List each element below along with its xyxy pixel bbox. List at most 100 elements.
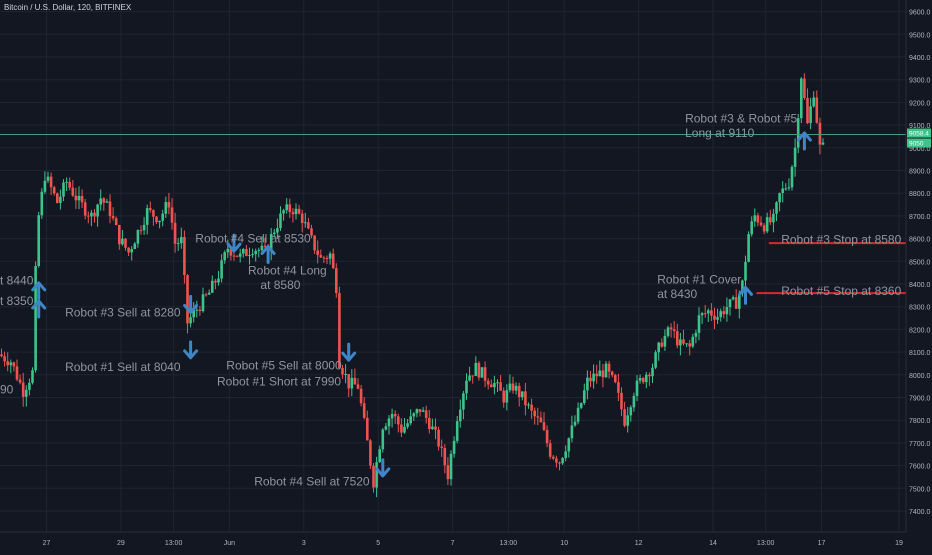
candle-body <box>369 440 372 466</box>
candle-body <box>539 417 543 423</box>
candle-body <box>9 362 13 366</box>
candle-body <box>592 373 595 382</box>
candle-body <box>604 363 608 378</box>
candle-body <box>198 309 202 312</box>
candle-body <box>595 373 598 377</box>
time-axis <box>0 532 932 550</box>
candle-body <box>285 204 288 211</box>
candle-body <box>415 409 419 414</box>
candle-body <box>601 370 605 378</box>
y-tick-label: 7700.0 <box>909 441 931 448</box>
candle-body <box>105 201 109 203</box>
candle-body <box>114 218 118 226</box>
candle-body <box>632 395 636 408</box>
candle-body <box>170 207 174 223</box>
candle-body <box>279 213 282 229</box>
y-tick-label: 7800.0 <box>909 418 931 425</box>
candle-body <box>548 443 552 457</box>
candle-body <box>790 166 794 188</box>
candle-body <box>127 247 130 253</box>
candle-body <box>586 377 589 391</box>
candle-body <box>524 391 527 406</box>
candle-body <box>313 235 316 251</box>
candle-body <box>310 228 313 236</box>
y-tick-label: 7600.0 <box>909 464 931 471</box>
candle-body <box>316 250 319 256</box>
candle-body <box>610 371 614 376</box>
y-tick-label: 8200.0 <box>909 327 931 334</box>
candle-body <box>669 327 673 330</box>
candle-body <box>700 313 704 316</box>
candle-body <box>176 243 180 245</box>
candle-body <box>18 379 22 383</box>
candle-body <box>424 410 428 418</box>
candle-body <box>660 342 664 347</box>
arrow-down-icon <box>183 340 199 360</box>
x-tick-label: 13:00 <box>500 540 518 547</box>
candle-body <box>806 98 809 124</box>
x-tick-label: 12 <box>635 540 643 547</box>
annotation-text: Robot #1 Short at 7990 <box>217 375 341 389</box>
candle-body <box>183 236 186 276</box>
y-tick-label: 8100.0 <box>909 350 931 357</box>
candle-body <box>691 336 695 347</box>
y-tick-label: 9600.0 <box>909 10 931 17</box>
candle-body <box>139 230 143 232</box>
candle-body <box>765 217 769 232</box>
candle-body <box>607 363 611 372</box>
candle-body <box>155 216 158 223</box>
candle-body <box>412 413 416 417</box>
y-tick-label: 9200.0 <box>909 100 931 107</box>
x-tick-label: 29 <box>117 540 125 547</box>
candle-body <box>651 367 654 377</box>
candle-body <box>245 249 248 256</box>
annotation-text: Robot #3 Sell at 8280 <box>65 305 181 319</box>
candle-body <box>486 380 490 385</box>
candle-body <box>474 362 478 377</box>
candle-body <box>449 453 453 480</box>
y-tick-label: 7400.0 <box>909 509 931 516</box>
candle-body <box>614 375 617 383</box>
candle-body <box>322 257 326 259</box>
candle-body <box>552 456 555 459</box>
y-tick-label: 9300.0 <box>909 78 931 85</box>
candle-body <box>111 216 115 219</box>
candle-body <box>409 416 412 424</box>
price-tag-label: 9058.4 <box>909 131 929 138</box>
y-tick-label: 7900.0 <box>909 396 931 403</box>
candle-body <box>136 230 140 244</box>
candle-body <box>542 422 546 430</box>
candle-body <box>393 413 397 417</box>
candle-body <box>579 403 583 408</box>
annotation-text: Robot #5 Sell at 8000 <box>226 359 342 373</box>
candle-body <box>561 457 564 464</box>
candle-body <box>145 208 149 225</box>
candle-body <box>238 253 242 257</box>
overlay-layer: t 8440 t 8350 90 Robot #3 Sell at 8280 Robot… <box>0 111 906 488</box>
candle-body <box>440 446 443 448</box>
chart-title: Bitcoin / U.S. Dollar, 120, BITFINEX <box>4 3 132 12</box>
candle-body <box>235 255 239 257</box>
candle-body <box>52 187 56 194</box>
candle-body <box>803 78 806 99</box>
candle-body <box>511 383 515 391</box>
candle-body <box>251 254 254 256</box>
candle-body <box>741 280 744 294</box>
candle-body <box>93 212 96 217</box>
candle-body <box>180 236 183 244</box>
candle-body <box>459 409 462 422</box>
annotation-text: 90 <box>0 383 14 397</box>
candle-body <box>232 255 236 257</box>
candle-body <box>428 417 431 430</box>
candle-body <box>666 327 670 336</box>
candle-body <box>437 429 440 447</box>
candle-body <box>400 424 403 433</box>
annotation-text: Robot #4 Sell at 8530 <box>195 232 311 246</box>
candle-body <box>707 310 710 314</box>
candle-body <box>124 238 127 248</box>
candle-body <box>263 245 267 247</box>
candle-body <box>158 220 161 223</box>
price-tag-label: 9050 <box>909 141 924 148</box>
candle-body <box>102 198 106 203</box>
candle-body <box>521 391 524 398</box>
